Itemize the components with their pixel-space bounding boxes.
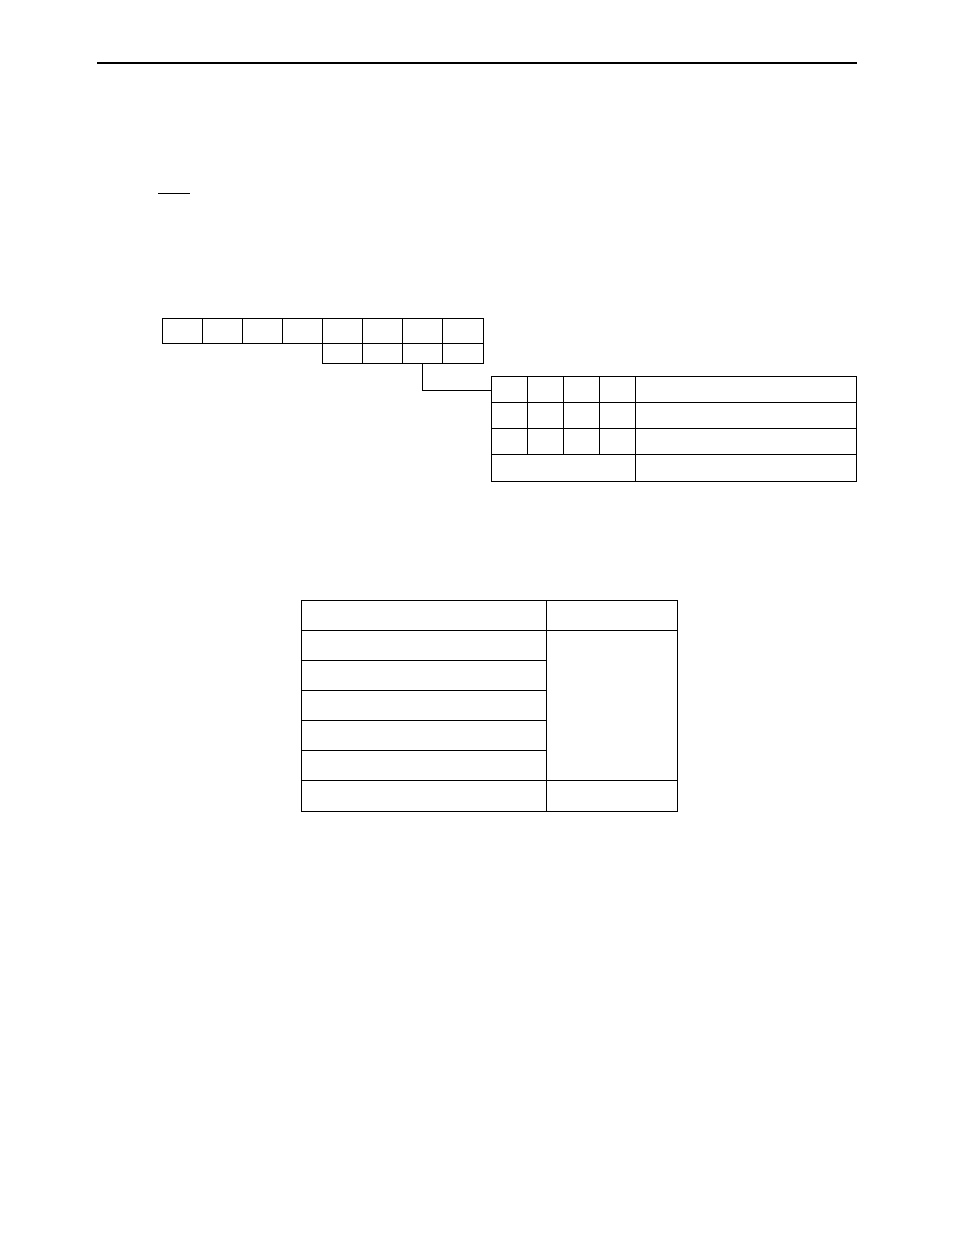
- byte-cell: [283, 319, 323, 343]
- byte-cell: [403, 319, 443, 343]
- byte-cell: [323, 319, 363, 343]
- opcode-cell: [323, 343, 363, 363]
- opcode-cell: [403, 343, 443, 363]
- table-row: [302, 631, 677, 661]
- encoding-bit-cell: [564, 429, 600, 455]
- encoding-bit-cell: [528, 377, 564, 403]
- encoding-table: [491, 376, 857, 482]
- table-cell-right: [547, 601, 677, 631]
- encoding-desc-cell: [636, 403, 856, 429]
- table-cell-right-merged: [547, 631, 677, 661]
- table-row: [302, 751, 677, 781]
- table-cell-left: [302, 661, 547, 691]
- encoding-row: [492, 429, 856, 455]
- encoding-bit-cell: [564, 403, 600, 429]
- encoding-bit-cell: [564, 377, 600, 403]
- table-cell-left: [302, 601, 547, 631]
- small-underline: [158, 193, 190, 194]
- encoding-bit-cell: [528, 403, 564, 429]
- table-cell-right-merged: [547, 661, 677, 691]
- encoding-bit-cell: [492, 377, 528, 403]
- table-cell-left: [302, 751, 547, 781]
- table-cell-left: [302, 691, 547, 721]
- byte-cell: [243, 319, 283, 343]
- encoding-bottom-left: [492, 455, 636, 481]
- opcode-cell: [363, 343, 403, 363]
- table-row: [302, 661, 677, 691]
- table-cell-left: [302, 631, 547, 661]
- table-cell-right: [547, 781, 677, 811]
- encoding-bit-cell: [492, 403, 528, 429]
- connector-vertical: [422, 363, 423, 390]
- table-cell-left: [302, 781, 547, 811]
- byte-cell: [203, 319, 243, 343]
- table-cell-left: [302, 721, 547, 751]
- byte-cell: [163, 319, 203, 343]
- opcode-row: [322, 343, 484, 364]
- encoding-bit-cell: [600, 377, 636, 403]
- encoding-desc-cell: [636, 429, 856, 455]
- document-page: [0, 0, 954, 1235]
- encoding-row: [492, 403, 856, 429]
- table-cell-right-merged: [547, 691, 677, 721]
- header-rule: [97, 62, 857, 64]
- byte-cell: [363, 319, 403, 343]
- encoding-bit-cell: [492, 429, 528, 455]
- encoding-bottom-right: [636, 455, 856, 481]
- encoding-bit-cell: [600, 403, 636, 429]
- connector-horizontal: [422, 390, 491, 391]
- encoding-bit-cell: [528, 429, 564, 455]
- encoding-desc-cell: [636, 377, 856, 403]
- table-row: [302, 781, 677, 811]
- encoding-bottom-row: [492, 455, 856, 481]
- table-8-1: [301, 600, 678, 812]
- encoding-row: [492, 377, 856, 403]
- opcode-cell: [443, 343, 483, 363]
- byte-row-top: [162, 318, 484, 344]
- byte-cell: [443, 319, 483, 343]
- table-row: [302, 691, 677, 721]
- encoding-bit-cell: [600, 429, 636, 455]
- table-row: [302, 601, 677, 631]
- table-row: [302, 721, 677, 751]
- table-cell-right-merged: [547, 721, 677, 751]
- table-cell-right: [547, 751, 677, 781]
